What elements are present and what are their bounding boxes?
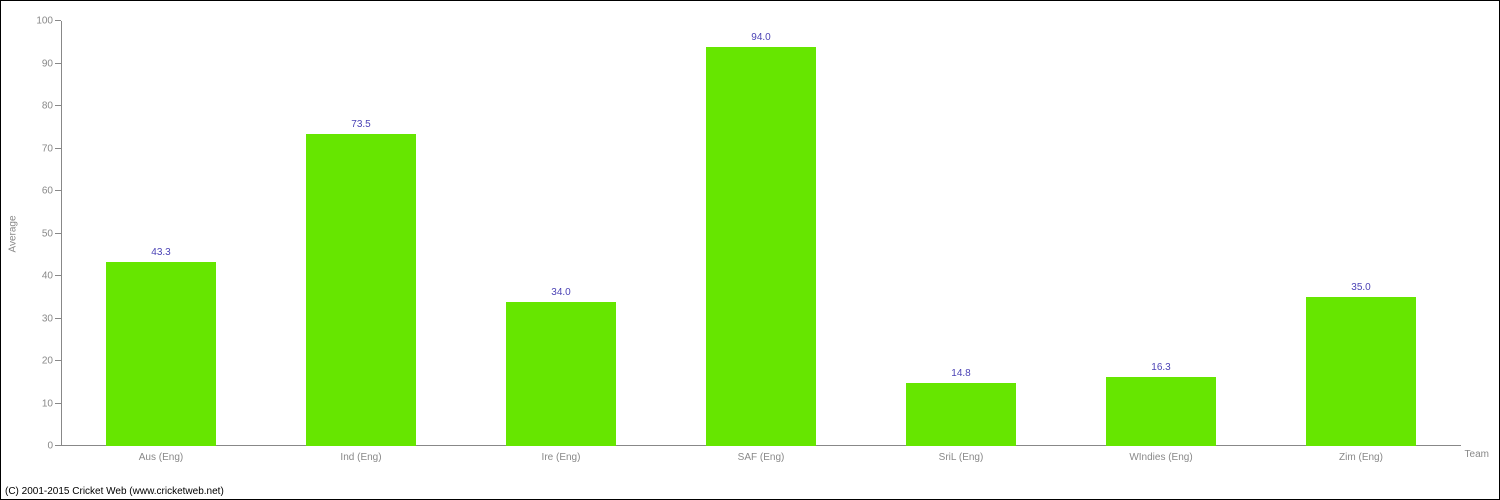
bar-slot: 73.5Ind (Eng) [261, 21, 461, 446]
bar: 14.8 [906, 383, 1016, 446]
bar-value-label: 35.0 [1351, 282, 1370, 293]
y-tick-label: 40 [42, 271, 53, 282]
bar: 94.0 [706, 47, 816, 447]
bar: 43.3 [106, 262, 216, 446]
bar: 16.3 [1106, 377, 1216, 446]
bar-slot: 16.3WIndies (Eng) [1061, 21, 1261, 446]
bar-value-label: 34.0 [551, 287, 570, 298]
y-tick-label: 0 [47, 441, 53, 452]
bar-value-label: 14.8 [951, 368, 970, 379]
y-axis-title: Average [8, 215, 19, 252]
y-tick-label: 50 [42, 228, 53, 239]
plot-area: Average Team 0102030405060708090100 43.3… [61, 21, 1461, 446]
bar-slot: 43.3Aus (Eng) [61, 21, 261, 446]
copyright-text: (C) 2001-2015 Cricket Web (www.cricketwe… [5, 486, 224, 497]
y-tick-label: 60 [42, 186, 53, 197]
x-axis-title: Team [1465, 449, 1489, 460]
x-tick-label: SAF (Eng) [738, 452, 785, 463]
x-tick-label: Aus (Eng) [139, 452, 183, 463]
y-tick-label: 10 [42, 398, 53, 409]
bars-row: 43.3Aus (Eng)73.5Ind (Eng)34.0Ire (Eng)9… [61, 21, 1461, 446]
bar-value-label: 43.3 [151, 247, 170, 258]
bar: 73.5 [306, 134, 416, 446]
chart-container: Average Team 0 10 20 30 40 50 60 70 80 90 100 43.3… [0, 0, 1500, 500]
bar-value-label: 73.5 [351, 119, 370, 130]
y-tick-label: 20 [42, 356, 53, 367]
bar-slot: 14.8SriL (Eng) [861, 21, 1061, 446]
y-tick-label: 100 [36, 16, 53, 27]
bar-value-label: 16.3 [1151, 362, 1170, 373]
x-tick-label: WIndies (Eng) [1129, 452, 1192, 463]
y-tick-label: 70 [42, 143, 53, 154]
x-tick-label: SriL (Eng) [939, 452, 984, 463]
x-tick-label: Ind (Eng) [340, 452, 381, 463]
y-tick-label: 30 [42, 313, 53, 324]
bar-slot: 34.0Ire (Eng) [461, 21, 661, 446]
y-tick-label: 80 [42, 101, 53, 112]
bar-slot: 94.0SAF (Eng) [661, 21, 861, 446]
bar: 35.0 [1306, 297, 1416, 446]
bar-slot: 35.0Zim (Eng) [1261, 21, 1461, 446]
y-tick-label: 90 [42, 58, 53, 69]
bar-value-label: 94.0 [751, 32, 770, 43]
bar: 34.0 [506, 302, 616, 447]
x-tick-label: Zim (Eng) [1339, 452, 1383, 463]
x-tick-label: Ire (Eng) [542, 452, 581, 463]
